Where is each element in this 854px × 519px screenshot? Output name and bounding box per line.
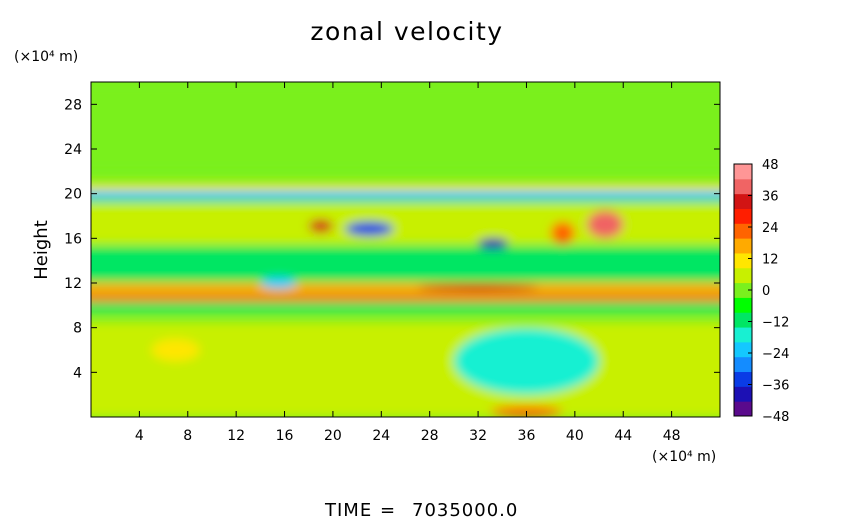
colorbar-segment (734, 327, 752, 343)
colorbar-segment (734, 312, 752, 328)
y-axis-unit: (×10⁴ m) (14, 49, 78, 65)
colorbar-ticks: 48 36 24 12 0 −12 −24 −36 −48 (748, 158, 789, 425)
heatmap-region-6 (91, 301, 720, 313)
colorbar-segment (734, 164, 752, 180)
y-tick-label: 12 (64, 276, 82, 292)
colorbar-segment (734, 386, 752, 402)
colorbar-segment (734, 267, 752, 284)
colorbar-segment (734, 297, 752, 313)
heatmap-region-18 (260, 277, 297, 289)
time-equals: = (380, 500, 396, 519)
heatmap-region-14 (586, 210, 624, 239)
colorbar-segment (734, 252, 752, 269)
heatmap-region-0 (91, 82, 720, 172)
time-footer: TIME = 7035000.0 (324, 500, 518, 519)
y-tick-label: 24 (64, 142, 82, 158)
colorbar-segment (734, 238, 752, 254)
heatmap-region-16 (550, 221, 575, 244)
heatmap-region-7 (91, 295, 720, 302)
x-tick-label: 4 (135, 428, 144, 444)
x-tick-label: 8 (183, 428, 192, 444)
colorbar-tick-label: 12 (762, 253, 779, 268)
heatmap-region-1 (91, 189, 720, 201)
x-tick-label: 28 (421, 428, 439, 444)
colorbar-segment (734, 178, 752, 195)
colorbar-segment (734, 356, 752, 373)
time-value: 7035000.0 (412, 500, 518, 519)
heatmap-region-5 (91, 283, 720, 295)
heatmap-region-15 (417, 284, 539, 291)
x-axis-ticks: 4 8 12 16 20 24 28 32 36 40 44 48 (135, 82, 681, 444)
x-tick-label: 24 (372, 428, 390, 444)
colorbar-tick-label: −36 (762, 379, 789, 394)
x-tick-label: 40 (566, 428, 584, 444)
colorbar-segment (734, 282, 752, 298)
chart-title: zonal velocity (310, 17, 503, 46)
colorbar-tick-label: 36 (762, 190, 779, 205)
x-tick-label: 48 (663, 428, 681, 444)
colorbar-tick-label: −12 (762, 316, 789, 331)
heatmap-region-3 (91, 203, 720, 244)
y-tick-label: 20 (64, 187, 82, 203)
x-tick-label: 32 (469, 428, 487, 444)
x-tick-label: 36 (518, 428, 536, 444)
heatmap-region-4 (91, 247, 720, 281)
heatmap-plot-area (91, 82, 720, 417)
plot-frame (90, 81, 721, 418)
y-axis-label: Height (31, 220, 52, 280)
heatmap-region-12 (345, 221, 394, 237)
colorbar (734, 164, 752, 417)
y-tick-label: 4 (73, 365, 82, 381)
x-axis-unit: (×10⁴ m) (652, 449, 716, 465)
y-axis-ticks: 4 8 12 16 20 24 28 (64, 97, 720, 381)
heatmap-region-2 (91, 183, 720, 191)
colorbar-segment (734, 341, 752, 358)
colorbar-tick-label: −24 (762, 347, 789, 362)
heatmap-region-9 (453, 327, 600, 395)
colorbar-segment (734, 208, 752, 224)
colorbar-tick-label: −48 (762, 410, 789, 425)
y-tick-label: 28 (64, 97, 82, 113)
colorbar-segment (734, 371, 752, 387)
colorbar-tick-label: 24 (762, 221, 779, 236)
colorbar-tick-label: 0 (762, 284, 770, 299)
heatmap-region-13 (478, 238, 509, 250)
colorbar-segment (734, 223, 752, 239)
colorbar-segment (734, 401, 752, 417)
colorbar-segment (734, 193, 752, 209)
x-tick-label: 44 (614, 428, 632, 444)
time-label: TIME (324, 500, 372, 519)
x-tick-label: 16 (276, 428, 294, 444)
heatmap-region-10 (151, 338, 200, 362)
x-tick-label: 20 (324, 428, 342, 444)
colorbar-tick-label: 48 (762, 158, 779, 173)
heatmap-region-8 (91, 322, 720, 417)
y-tick-label: 16 (64, 231, 82, 247)
y-tick-label: 8 (73, 321, 82, 337)
x-tick-label: 12 (227, 428, 245, 444)
heatmap-region-11 (308, 219, 333, 233)
